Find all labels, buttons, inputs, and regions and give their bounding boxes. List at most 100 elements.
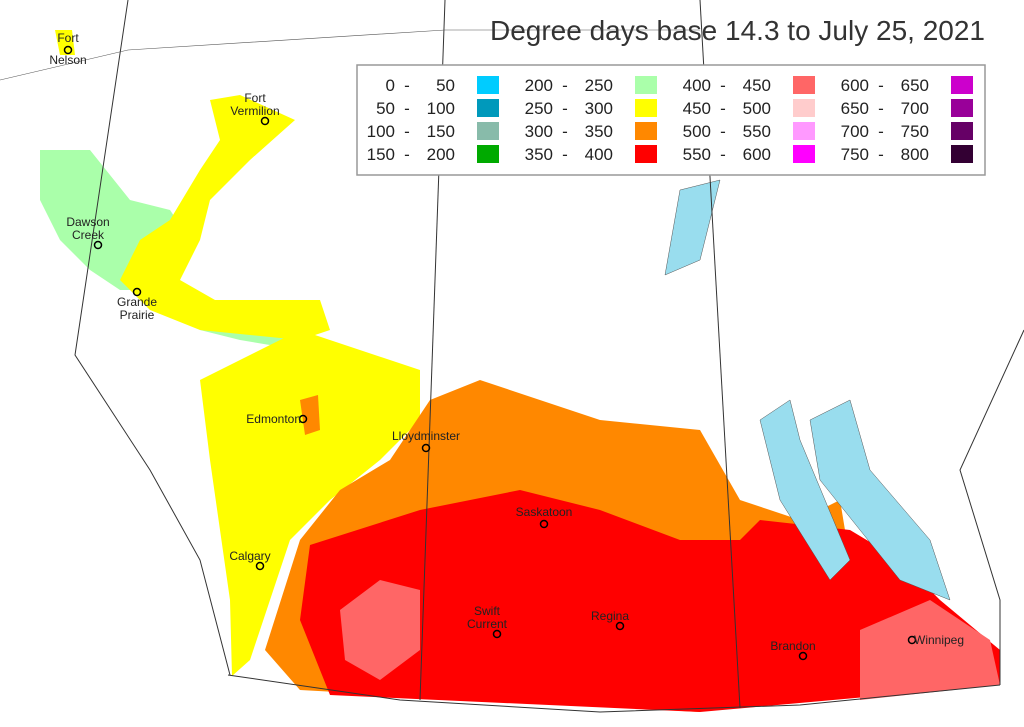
legend-separator: - — [720, 99, 726, 118]
city-label: Regina — [591, 609, 629, 623]
city-marker — [492, 629, 502, 639]
legend-separator: - — [878, 76, 884, 95]
city-label: Nelson — [49, 53, 86, 67]
legend-swatch — [951, 99, 973, 117]
legend-separator: - — [878, 122, 884, 141]
legend-high: 250 — [585, 76, 613, 95]
city-marker — [539, 519, 549, 529]
lake — [809, 399, 951, 601]
legend-low: 350 — [525, 145, 553, 164]
city-marker — [132, 287, 142, 297]
legend-high: 650 — [901, 76, 929, 95]
legend-low: 100 — [367, 122, 395, 141]
city-label: Swift — [474, 604, 501, 618]
legend-box — [356, 64, 986, 176]
legend-high: 600 — [743, 145, 771, 164]
city-label: Grande — [117, 295, 157, 309]
city-marker — [255, 561, 265, 571]
legend-separator: - — [720, 76, 726, 95]
city-label: Brandon — [770, 639, 815, 653]
legend-low: 0 — [386, 76, 395, 95]
city-label: Prairie — [120, 308, 155, 322]
legend-swatch — [793, 122, 815, 140]
legend-high: 550 — [743, 122, 771, 141]
city-marker — [798, 651, 808, 661]
city-label: Lloydminster — [392, 429, 460, 443]
legend-low: 250 — [525, 99, 553, 118]
legend-separator: - — [878, 99, 884, 118]
legend-separator: - — [404, 122, 410, 141]
territory-border — [0, 29, 700, 81]
legend-separator: - — [562, 76, 568, 95]
city-label: Edmonton — [246, 412, 301, 426]
lake — [759, 399, 851, 581]
legend-separator: - — [404, 99, 410, 118]
city-label: Vermilion — [230, 104, 279, 118]
legend-swatch — [793, 99, 815, 117]
region-yellow — [120, 95, 330, 340]
city-label: Dawson — [66, 215, 109, 229]
city-label: Fort — [244, 91, 266, 105]
legend-low: 50 — [376, 99, 395, 118]
province-border — [74, 0, 231, 676]
legend-swatch — [951, 145, 973, 163]
legend-high: 500 — [743, 99, 771, 118]
legend-low: 500 — [683, 122, 711, 141]
legend-separator: - — [562, 99, 568, 118]
legend-high: 300 — [585, 99, 613, 118]
legend-low: 600 — [841, 76, 869, 95]
legend-swatch — [477, 76, 499, 94]
legend-high: 450 — [743, 76, 771, 95]
legend-swatch — [635, 122, 657, 140]
legend-separator: - — [562, 122, 568, 141]
city-label: Calgary — [229, 549, 270, 563]
city-marker — [260, 116, 270, 126]
city-marker — [93, 240, 103, 250]
legend-swatch — [477, 99, 499, 117]
legend-low: 550 — [683, 145, 711, 164]
lake — [664, 179, 721, 276]
legend-low: 700 — [841, 122, 869, 141]
region-pink — [340, 580, 420, 680]
region-yellow — [55, 30, 75, 55]
legend-swatch — [635, 76, 657, 94]
city-marker — [63, 45, 73, 55]
legend-swatch — [951, 122, 973, 140]
legend-swatch — [477, 145, 499, 163]
city-label: Fort — [57, 31, 79, 45]
legend-low: 200 — [525, 76, 553, 95]
region-pink — [860, 600, 1000, 700]
legend-swatch — [635, 145, 657, 163]
legend-high: 800 — [901, 145, 929, 164]
legend-high: 150 — [427, 122, 455, 141]
legend-separator: - — [562, 145, 568, 164]
legend: 0-5050-100100-150150-200200-250250-30030… — [367, 76, 973, 164]
city-label: Winnipeg — [914, 633, 964, 647]
legend-high: 50 — [436, 76, 455, 95]
region-yellow — [200, 330, 420, 676]
legend-separator: - — [720, 145, 726, 164]
legend-low: 650 — [841, 99, 869, 118]
legend-high: 700 — [901, 99, 929, 118]
legend-high: 350 — [585, 122, 613, 141]
legend-separator: - — [720, 122, 726, 141]
legend-separator: - — [878, 145, 884, 164]
legend-swatch — [793, 145, 815, 163]
city-label: Saskatoon — [516, 505, 573, 519]
legend-swatch — [951, 76, 973, 94]
city-marker — [298, 414, 308, 424]
province-border — [959, 329, 1024, 685]
map-border — [227, 674, 1001, 713]
title: Degree days base 14.3 to July 25, 2021 — [490, 15, 985, 46]
legend-swatch — [635, 99, 657, 117]
legend-swatch — [793, 76, 815, 94]
legend-low: 400 — [683, 76, 711, 95]
legend-low: 300 — [525, 122, 553, 141]
city-marker — [907, 635, 917, 645]
legend-high: 200 — [427, 145, 455, 164]
legend-separator: - — [404, 76, 410, 95]
city-marker — [615, 621, 625, 631]
legend-high: 750 — [901, 122, 929, 141]
